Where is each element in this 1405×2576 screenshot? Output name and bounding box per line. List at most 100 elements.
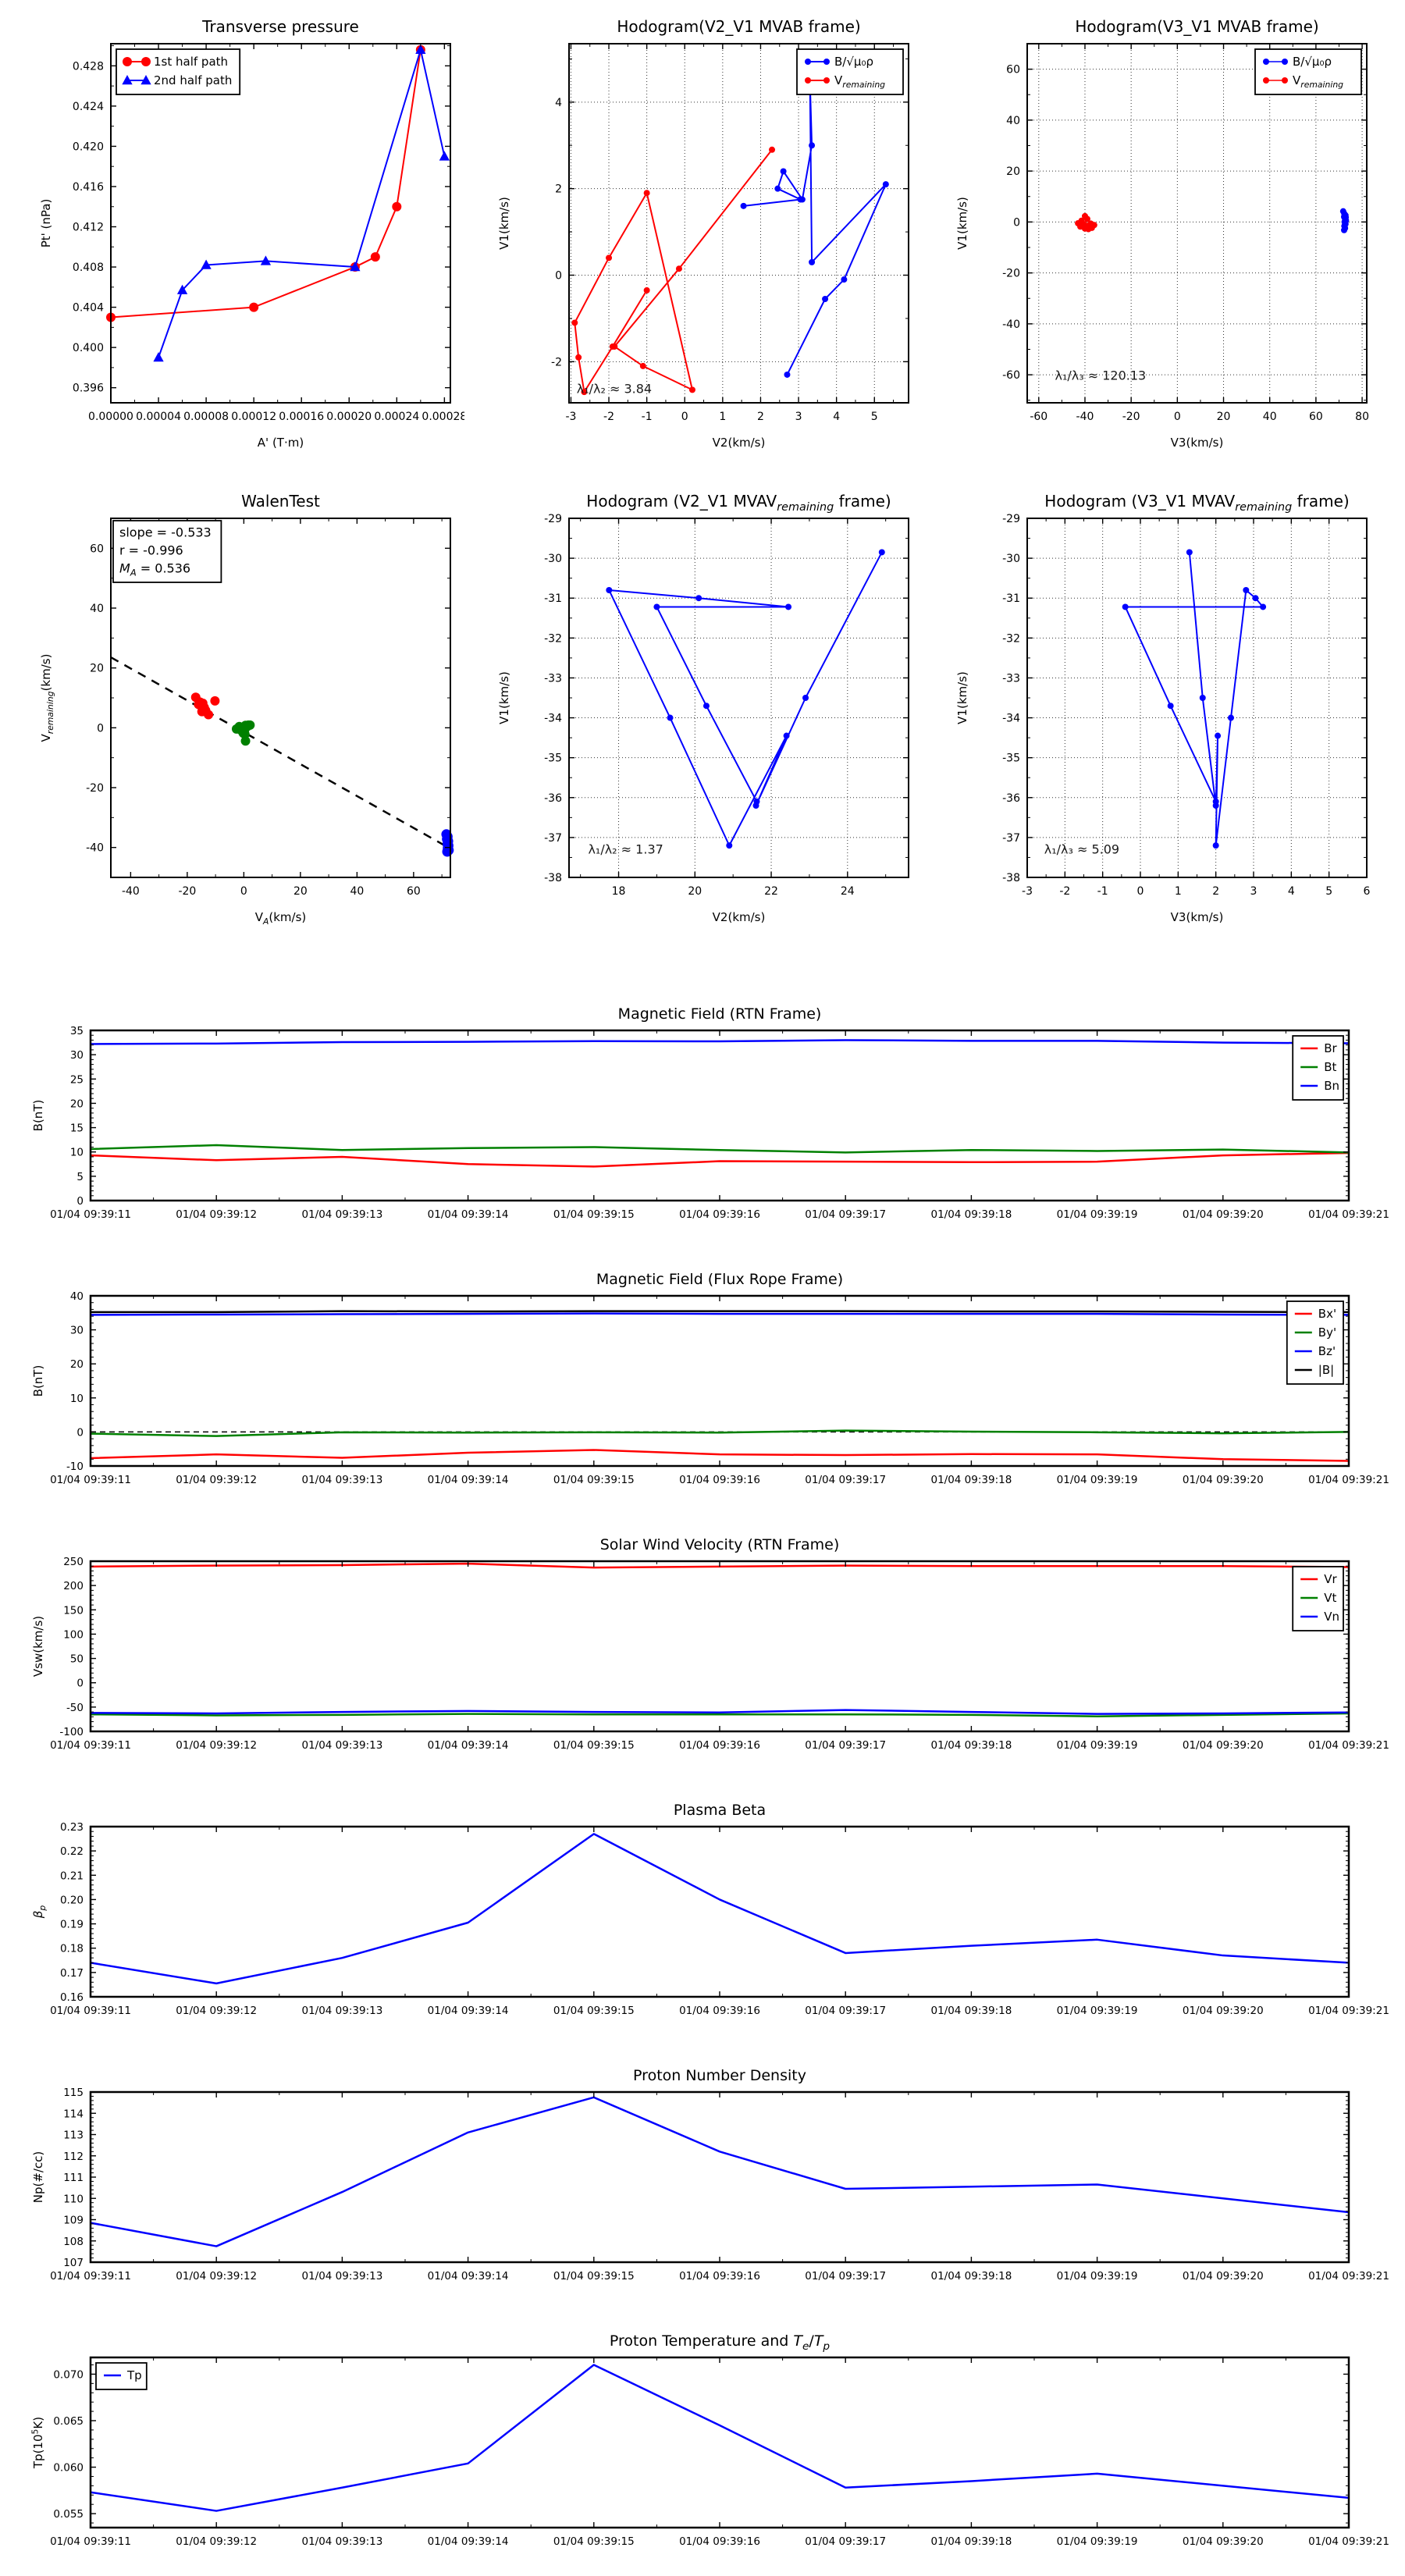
x-tick-label: 22	[764, 885, 778, 898]
stats-line: slope = -0.533	[119, 525, 212, 540]
chart-svg-plasma-beta: 01/04 09:39:11 01/04 09:39:12 01/04 09:39:…	[12, 1791, 1389, 2053]
y-tick-label: -20	[86, 782, 104, 795]
marker-dot	[726, 842, 733, 849]
x-tick-label: 24	[841, 885, 855, 898]
chart-transverse-pressure: 0.00000 0.00004 0.00008 0.00012 0.00016 0.000…	[23, 9, 467, 471]
x-tick-label: 01/04 09:39:14	[428, 2535, 509, 2548]
marker-circle	[392, 201, 402, 212]
x-tick-label: 01/04 09:39:18	[930, 1474, 1012, 1486]
x-tick-label: 01/04 09:39:17	[805, 2270, 886, 2282]
y-axis-label: B(nT)	[31, 1365, 45, 1397]
y-tick-label: -29	[544, 513, 562, 525]
y-tick-label: 60	[1006, 64, 1020, 76]
y-tick-label: 0.070	[53, 2368, 84, 2381]
marker-dot	[882, 181, 889, 188]
x-tick-label: 01/04 09:39:21	[1308, 2270, 1389, 2282]
marker-dot	[1122, 603, 1129, 610]
marker-dot	[1260, 603, 1267, 610]
series-line-Vn	[90, 1709, 1350, 1715]
marker-dot	[611, 343, 618, 350]
marker-dot	[1243, 587, 1250, 593]
x-tick-label: 01/04 09:39:17	[805, 1208, 886, 1221]
y-tick-label: 30	[70, 1049, 84, 1062]
x-tick-label: -20	[1122, 411, 1140, 423]
x-tick-label: 01/04 09:39:18	[930, 1208, 1012, 1221]
series-line-Br	[90, 1151, 1350, 1168]
y-tick-label: 250	[63, 1556, 84, 1568]
marker-dot	[799, 196, 806, 203]
y-tick-label: 0.404	[73, 302, 104, 315]
marker-circle	[249, 302, 259, 312]
chart-svg-walen-test: -40 -20 0 20 40 60 -40 -20 0 20 40 60 WalenTest VA(km…	[23, 484, 464, 943]
y-tick-label: -31	[1002, 592, 1020, 605]
legend-label: Vremaining	[1293, 73, 1343, 90]
x-tick-label: 01/04 09:39:20	[1183, 1208, 1264, 1221]
y-tick-label: 0.408	[73, 262, 104, 274]
x-tick-label: -20	[178, 885, 196, 898]
y-tick-label: 0	[76, 1678, 84, 1690]
series-line-V3-V1-path	[1124, 552, 1264, 847]
series-line-beta	[90, 1833, 1350, 1985]
marker-dot	[1341, 226, 1347, 233]
legend-label: B/√μ₀ρ	[1293, 55, 1332, 69]
y-axis-label: V1(km/s)	[497, 671, 511, 724]
y-axis-label: V1(km/s)	[955, 197, 969, 250]
chart-svg-hodogram-v2v1-mvav: 18 20 22 24 -38 -37 -36 -35 -34 -33 -32 -31 -30 -29 Ho…	[482, 484, 923, 943]
chart-title: Hodogram (V2_V1 MVAVremaining frame)	[586, 492, 891, 514]
x-tick-label: 4	[1288, 885, 1295, 898]
y-tick-label: -36	[544, 792, 562, 805]
marker-dot	[204, 710, 214, 720]
marker-dot	[1228, 714, 1234, 721]
x-tick-label: 01/04 09:39:15	[553, 2535, 635, 2548]
x-axis-label: V3(km/s)	[1171, 910, 1224, 924]
x-tick-label: 01/04 09:39:17	[805, 1474, 886, 1486]
x-tick-label: 01/04 09:39:20	[1183, 2535, 1264, 2548]
chart-svg-proton-temperature: 01/04 09:39:11 01/04 09:39:12 01/04 09:39:…	[12, 2322, 1389, 2576]
y-tick-label: 0	[1013, 216, 1020, 229]
legend-label: Bz'	[1318, 1344, 1336, 1358]
x-tick-label: 01/04 09:39:12	[176, 1739, 257, 1752]
marker-dot	[653, 603, 660, 610]
y-tick-label: -38	[544, 872, 562, 884]
x-tick-label: 01/04 09:39:19	[1057, 1474, 1138, 1486]
x-tick-label: 6	[1364, 885, 1371, 898]
legend-label: Tp	[126, 2368, 142, 2382]
marker-dot	[245, 720, 255, 730]
x-tick-label: 0.00024	[374, 411, 419, 423]
x-tick-label: 5	[1325, 885, 1332, 898]
chart-svg-hodogram-v3v1-mvav: -3 -2 -1 0 1 2 3 4 5 6 -38 -37 -36 -35 -34 -33 -32 -31 -30…	[940, 484, 1381, 943]
marker-dot	[785, 603, 792, 610]
series-line-B-----	[743, 80, 887, 375]
x-tick-label: 60	[1309, 411, 1323, 423]
y-tick-label: 0.060	[53, 2462, 84, 2475]
y-tick-label: 40	[70, 1290, 84, 1303]
stats-line: MA = 0.536	[119, 561, 190, 578]
chart-title: WalenTest	[241, 492, 320, 511]
x-tick-label: 01/04 09:39:19	[1057, 2005, 1138, 2017]
marker-triangle	[153, 352, 164, 362]
legend-box	[796, 48, 904, 95]
chart-svg-transverse-pressure: 0.00000 0.00004 0.00008 0.00012 0.00016 0.000…	[23, 9, 467, 468]
x-tick-label: 2	[757, 411, 764, 423]
x-tick-label: 01/04 09:39:21	[1308, 2005, 1389, 2017]
chart-proton-number-density: 01/04 09:39:11 01/04 09:39:12 01/04 09:39:…	[12, 2056, 1405, 2322]
x-tick-label: 01/04 09:39:21	[1308, 1474, 1389, 1486]
y-tick-label: 40	[90, 603, 104, 615]
marker-dot	[571, 319, 578, 326]
marker-dot	[1263, 77, 1269, 84]
y-tick-label: -50	[66, 1702, 84, 1714]
chart-hodogram-v3v1-mvav: -3 -2 -1 0 1 2 3 4 5 6 -38 -37 -36 -35 -34 -33 -32 -31 -30…	[940, 484, 1381, 946]
marker-dot	[1212, 798, 1219, 805]
y-tick-label: 0	[555, 270, 562, 283]
x-tick-label: 0	[1174, 411, 1181, 423]
chart-svg-solar-wind-velocity: 01/04 09:39:11 01/04 09:39:12 01/04 09:39:…	[12, 1525, 1389, 1788]
stats-box	[112, 520, 222, 583]
x-tick-label: 01/04 09:39:11	[50, 2270, 131, 2282]
x-tick-label: 40	[350, 885, 364, 898]
x-tick-label: 1	[719, 411, 726, 423]
x-tick-label: 01/04 09:39:14	[428, 2005, 509, 2017]
x-tick-label: 0.00028	[422, 411, 464, 423]
y-tick-label: 0.19	[60, 1919, 84, 1931]
chart-title: Hodogram(V2_V1 MVAB frame)	[617, 17, 860, 36]
x-tick-label: 20	[688, 885, 702, 898]
